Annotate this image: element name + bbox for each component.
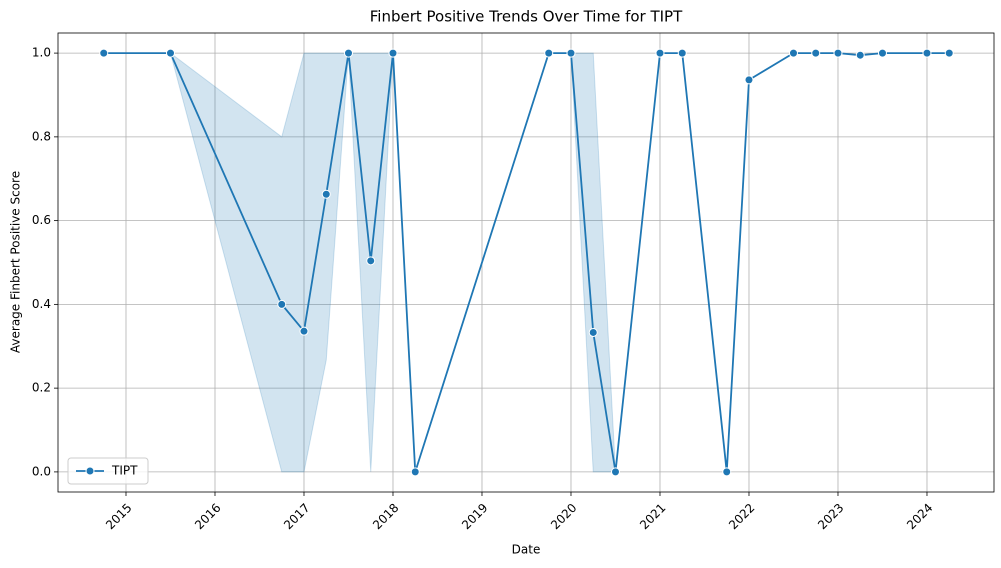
- grid: [58, 33, 994, 492]
- legend-label: TIPT: [111, 464, 138, 478]
- data-point: [566, 48, 576, 58]
- data-point: [388, 48, 398, 58]
- data-point: [343, 48, 353, 58]
- y-axis-label: Average Finbert Positive Score: [9, 171, 23, 353]
- data-point: [788, 48, 798, 58]
- y-tick-label: 0.2: [32, 381, 51, 395]
- legend-box: [67, 457, 149, 485]
- data-point: [165, 48, 175, 58]
- data-point: [655, 48, 665, 58]
- data-point: [722, 467, 732, 477]
- data-point: [99, 48, 109, 58]
- axes-frame: [57, 32, 995, 493]
- data-point: [922, 48, 932, 58]
- data-point: [811, 48, 821, 58]
- data-point: [544, 48, 554, 58]
- data-point: [944, 48, 954, 58]
- x-axis-label: Date: [512, 543, 541, 557]
- data-point: [299, 326, 309, 336]
- plot-area: [99, 48, 954, 477]
- legend-marker: [85, 466, 95, 476]
- data-point: [588, 327, 598, 337]
- data-point: [877, 48, 887, 58]
- y-tick-label: 0.8: [32, 129, 51, 143]
- y-tick-label: 0.4: [32, 297, 51, 311]
- legend: TIPT: [67, 457, 149, 485]
- data-point: [410, 467, 420, 477]
- data-point: [677, 48, 687, 58]
- y-tick-label: 0.6: [32, 213, 51, 227]
- data-point: [277, 299, 287, 309]
- data-point: [321, 189, 331, 199]
- data-point: [366, 256, 376, 266]
- y-tick-label: 1.0: [32, 46, 51, 60]
- data-point: [744, 75, 754, 85]
- data-point: [855, 50, 865, 60]
- data-point: [610, 467, 620, 477]
- y-tick-label: 0.0: [32, 464, 51, 478]
- data-point: [833, 48, 843, 58]
- chart-title: Finbert Positive Trends Over Time for TI…: [370, 8, 683, 26]
